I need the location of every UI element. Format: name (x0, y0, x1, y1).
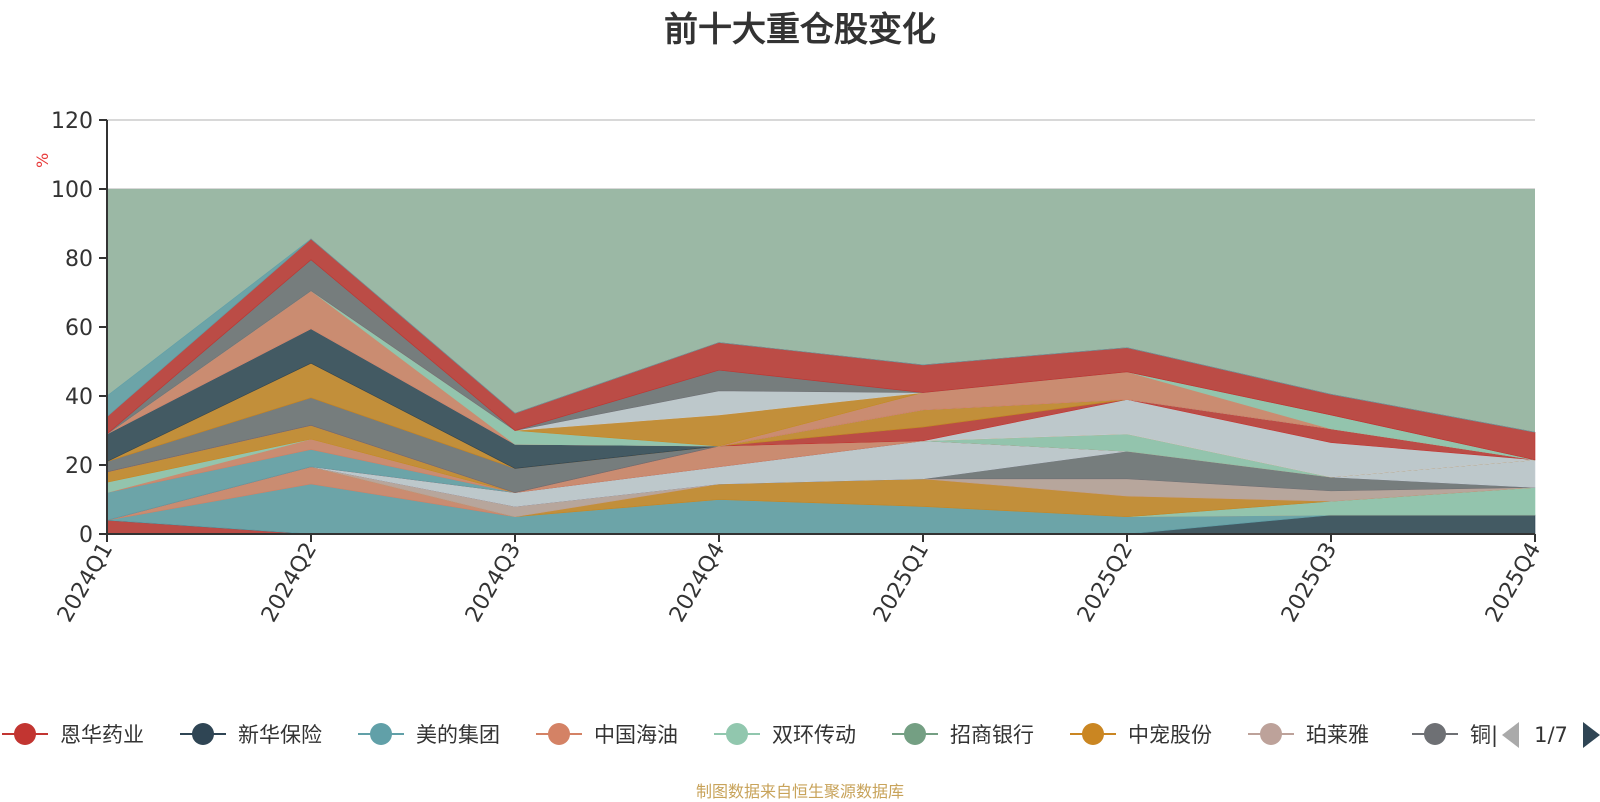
y-tick-label-80: 80 (65, 247, 93, 272)
legend-label-8: 铜| (1470, 723, 1498, 748)
legend-item-7[interactable]: 珀莱雅 (1248, 723, 1369, 747)
y-tick-label-0: 0 (79, 523, 93, 548)
legend-label-3: 中国海油 (594, 723, 678, 747)
legend-label-6: 中宠股份 (1128, 723, 1212, 747)
legend-marker-6 (1082, 723, 1104, 745)
legend-marker-3 (548, 723, 570, 745)
y-axis-unit-label: % (33, 153, 52, 168)
legend-marker-5 (904, 723, 926, 745)
y-tick-label-20: 20 (65, 454, 93, 479)
y-tick-label-60: 60 (65, 316, 93, 341)
area-series-28 (106, 238, 1536, 433)
legend-label-1: 新华保险 (238, 723, 322, 747)
y-tick-label-40: 40 (65, 385, 93, 410)
legend-item-0[interactable]: 恩华药业 (2, 723, 144, 747)
legend-item-6[interactable]: 中宠股份 (1070, 723, 1212, 747)
legend-label-2: 美的集团 (416, 723, 500, 747)
legend-marker-1 (192, 723, 214, 745)
legend-marker-8 (1424, 723, 1446, 745)
x-tick-label-5: 2025Q2 (1073, 539, 1138, 627)
x-tick-label-1: 2024Q2 (257, 539, 322, 627)
x-tick-label-0: 2024Q1 (53, 539, 118, 627)
x-tick-label-6: 2025Q3 (1277, 539, 1342, 627)
legend-label-4: 双环传动 (772, 723, 856, 747)
legend-label-7: 珀莱雅 (1306, 723, 1369, 747)
legend-item-3[interactable]: 中国海油 (536, 723, 678, 747)
data-source-note: 制图数据来自恒生聚源数据库 (695, 782, 904, 801)
legend-item-1[interactable]: 新华保险 (180, 723, 322, 747)
legend-marker-2 (370, 723, 392, 745)
legend-prev-page-icon[interactable] (1502, 722, 1519, 748)
legend-page-indicator: 1/7 (1534, 723, 1568, 747)
legend-item-5[interactable]: 招商银行 (892, 723, 1034, 747)
y-tick-label-100: 100 (51, 178, 93, 203)
x-tick-label-4: 2025Q1 (869, 539, 934, 627)
x-tick-label-7: 2025Q4 (1481, 539, 1546, 627)
legend: 恩华药业 新华保险 美的集团 中国海油 双环传动 招商银行 中宠股份 珀莱雅 铜| 1/7 (2, 722, 1600, 748)
legend-label-5: 招商银行 (950, 723, 1034, 747)
legend-label-0: 恩华药业 (60, 723, 144, 747)
chart-title: 前十大重仓股变化 (664, 10, 936, 50)
area-layer (106, 189, 1536, 535)
legend-marker-4 (726, 723, 748, 745)
legend-item-2[interactable]: 美的集团 (358, 723, 500, 747)
x-tick-label-2: 2024Q3 (461, 539, 526, 627)
legend-next-page-icon[interactable] (1583, 722, 1600, 748)
x-tick-label-3: 2024Q4 (665, 539, 730, 627)
legend-item-4[interactable]: 双环传动 (714, 723, 856, 747)
legend-marker-7 (1260, 723, 1282, 745)
legend-item-8[interactable]: 铜| (1412, 723, 1498, 748)
y-tick-label-120: 120 (51, 109, 93, 134)
legend-marker-0 (14, 723, 36, 745)
